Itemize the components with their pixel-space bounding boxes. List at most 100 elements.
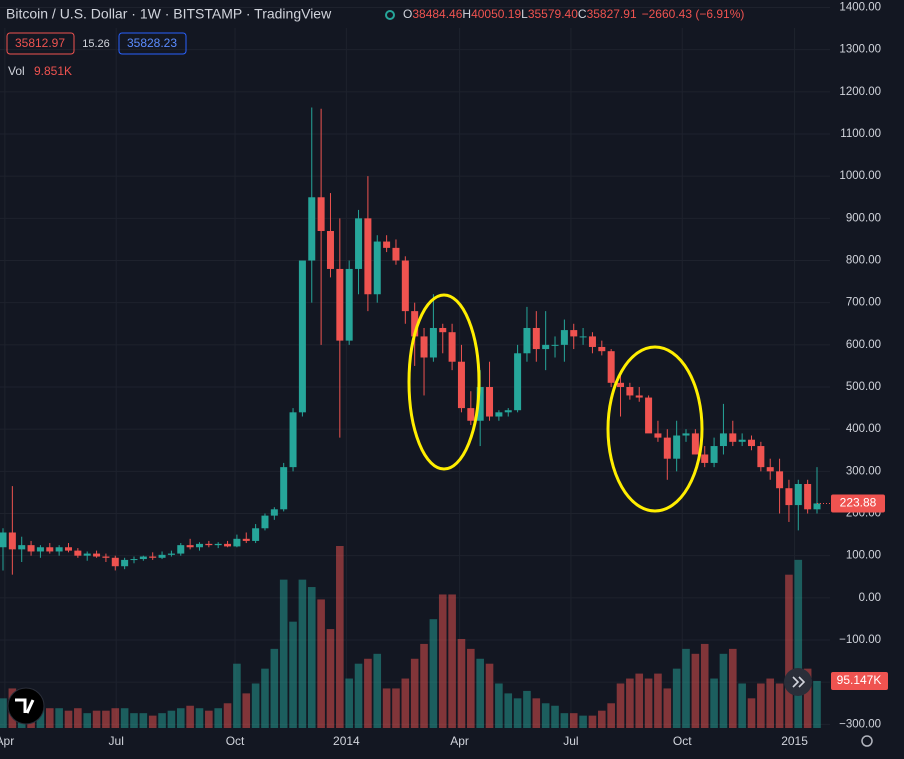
ohlc-value: 40050.19	[471, 7, 521, 21]
volume-bar	[551, 705, 559, 728]
volume-bar	[64, 710, 73, 728]
candle-body	[411, 311, 419, 337]
candle-body	[617, 382, 625, 388]
annotation-ellipse	[606, 345, 704, 513]
volume-bar	[307, 587, 316, 728]
candle-body	[813, 503, 821, 510]
candle-body	[645, 397, 653, 434]
volume-bar	[186, 705, 194, 728]
spread: 15.26	[82, 38, 110, 50]
candle-body	[785, 488, 793, 506]
candle-body	[654, 433, 662, 438]
candle-body	[467, 408, 475, 421]
volume-bar	[803, 668, 812, 728]
volume-bar	[775, 683, 784, 728]
volume-bar	[728, 648, 737, 728]
y-tick-label: 900.00	[846, 212, 881, 224]
x-tick-label: Jul	[109, 734, 124, 748]
volume-bar	[588, 715, 597, 728]
candle-body	[776, 471, 784, 489]
volume-bar	[457, 638, 466, 728]
volume-bar	[326, 629, 335, 728]
candle-body	[476, 387, 484, 421]
axis-bg	[830, 0, 904, 728]
overlay: Bitcoin / U.S. Dollar · 1W · BITSTAMP · …	[6, 6, 873, 747]
x-tick-label: Apr	[450, 734, 469, 748]
candle-body	[719, 433, 727, 447]
annotation-ellipse	[407, 293, 481, 471]
volume-bar	[270, 648, 279, 728]
ohlc-value: 35579.40	[528, 7, 578, 21]
candle-body	[495, 412, 503, 417]
candle-body	[710, 446, 718, 463]
candle-body	[457, 361, 465, 409]
candle-body	[139, 556, 147, 560]
candle-body	[392, 247, 400, 261]
candle-body	[233, 538, 241, 547]
volume-bar	[205, 710, 213, 728]
volume-bar	[635, 673, 644, 728]
status-dot	[385, 10, 395, 20]
candle-body	[523, 327, 531, 354]
volume-bar	[616, 683, 625, 728]
candle-body	[748, 439, 756, 447]
volume-bar	[279, 579, 288, 728]
ohlc-header: O38484.46H40050.19L35579.40C35827.91 −266…	[403, 7, 744, 21]
volume-bar	[233, 663, 241, 728]
y-tick-label: 100.00	[846, 550, 881, 562]
volume-bar	[195, 708, 204, 728]
volume-bar	[766, 678, 775, 728]
candle-body	[691, 433, 699, 455]
volume-bar	[476, 658, 484, 728]
candle-body	[121, 559, 129, 567]
volume-bar	[102, 710, 110, 728]
volume-bar	[738, 683, 746, 728]
volume-bar	[251, 683, 260, 728]
candle-body	[551, 344, 559, 346]
candle-body	[429, 327, 437, 358]
candle-body	[738, 439, 746, 442]
candle-body	[102, 556, 110, 558]
ask: 35828.23	[127, 36, 177, 50]
volume-bar	[317, 599, 325, 728]
volume-bar	[569, 713, 578, 728]
last-price-box	[831, 494, 885, 513]
settings[interactable]	[861, 735, 873, 747]
y-tick-label: 500.00	[846, 381, 881, 393]
volume-bar	[794, 559, 803, 728]
volume-bar	[382, 688, 391, 728]
volume-bar	[130, 713, 138, 728]
volume-bar	[373, 653, 382, 728]
last-price-label: 223.88	[840, 496, 877, 510]
candle-body	[383, 241, 391, 248]
candle-body	[588, 336, 596, 347]
candle-body	[46, 547, 54, 552]
volume-bar	[223, 703, 232, 728]
ohlc-value: 38484.46	[412, 7, 462, 21]
candle-body	[514, 353, 522, 411]
x-tick-label: 2015	[781, 734, 808, 748]
y-tick-label: 800.00	[846, 255, 881, 267]
candle-body	[532, 327, 540, 350]
y-tick-label: 1000.00	[839, 170, 881, 182]
volume-bar	[532, 698, 541, 728]
candle-body	[252, 528, 260, 541]
volume-bar	[691, 653, 700, 728]
volume-bar	[354, 663, 363, 728]
candle-body	[308, 197, 316, 261]
candle-body	[673, 435, 681, 459]
candle-body	[74, 550, 82, 556]
volume-bar	[345, 678, 353, 728]
candle-body	[701, 454, 709, 463]
y-tick-label: 300.00	[846, 465, 881, 477]
ohlc-change: −2660.43 (−6.91%)	[642, 7, 745, 21]
x-tick-label: Jul	[563, 734, 578, 748]
volume-bar	[139, 713, 148, 728]
candle-body	[214, 543, 222, 546]
ohlc-label: H	[462, 7, 471, 21]
candle-body	[289, 412, 297, 468]
candle-body	[560, 330, 568, 345]
last-volume-box	[831, 671, 888, 690]
candle-body	[158, 554, 166, 558]
